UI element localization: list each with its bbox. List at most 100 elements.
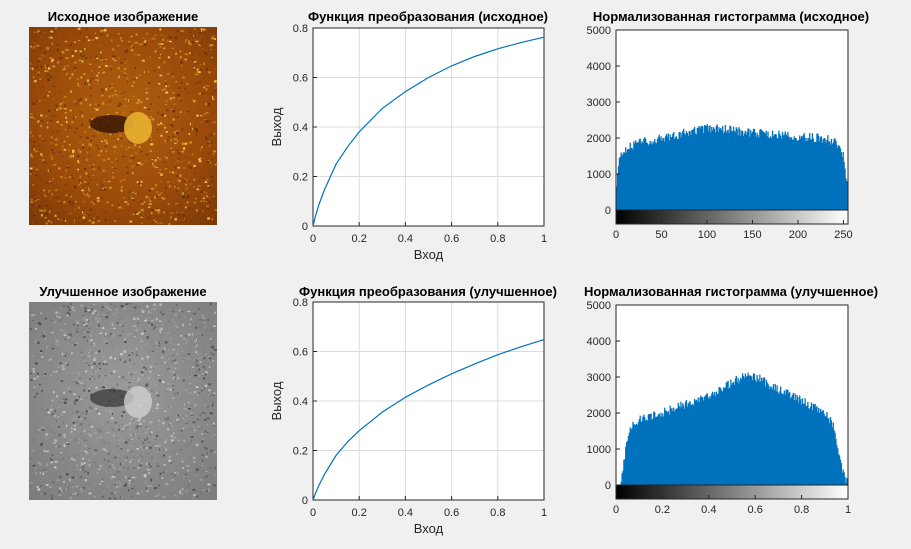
histogram-bar [738,383,740,485]
histogram-bar [790,137,793,210]
histogram-bar [691,129,693,210]
histogram-bar [794,393,796,485]
histogram-bar [740,377,742,485]
histogram-bar [631,428,633,485]
y-tick-label: 0.6 [293,347,308,359]
histogram-bar [664,141,666,210]
histogram-bar [706,124,708,210]
x-tick-label: 0 [613,504,619,516]
histogram-bar [677,402,679,485]
histogram-bar [799,135,801,210]
x-tick-label: 0.4 [701,504,716,516]
histogram-bar [844,168,846,210]
histogram-bar [804,398,806,485]
histogram-bar [819,408,822,485]
histogram-bar [835,438,837,485]
histogram-bar [664,410,667,485]
y-axis-label: Выход [269,107,284,146]
histogram-bar [826,411,828,485]
y-tick-label: 0.4 [293,396,308,408]
histogram-bar [733,385,736,485]
histogram-bar [795,400,797,485]
histogram-bar [650,413,652,485]
histogram-bar [655,143,658,210]
histogram-bar [775,134,777,210]
histogram-bar [698,402,700,485]
histogram-bar [757,135,759,210]
histogram-bar [815,407,817,485]
histogram-bar [741,130,743,210]
histogram-bar [797,140,799,210]
x-axis-label: Вход [414,521,444,536]
histogram-bar [713,392,716,485]
histogram-bar [723,131,726,210]
histogram-bar [703,400,705,485]
histogram-bar [726,381,728,485]
histogram-bar [752,373,755,485]
histogram-bar [829,144,832,210]
histogram-bar [784,131,786,210]
histogram-bar [644,137,646,210]
histogram-bar [641,141,643,210]
histogram-bar [783,390,785,485]
histogram-bar [701,397,703,485]
histogram-bar [822,139,824,210]
histogram-bar [846,478,848,485]
histogram-bar [634,143,636,210]
histogram-bar [838,454,840,485]
histogram-bar [671,136,673,210]
histogram-bar [667,133,669,210]
histogram-bar [686,133,688,210]
histogram-bar [670,409,672,485]
histogram-bar [820,411,823,485]
histogram-bar [813,142,815,210]
histogram-bar [625,152,628,210]
histogram-bar [720,388,722,485]
histogram-bar [675,136,678,210]
histogram-bar [673,132,675,210]
histogram-bar [804,137,806,210]
histogram-bar [629,142,631,210]
histogram-bar [724,387,727,485]
histogram-bar [710,132,712,210]
histogram-bar [641,420,643,485]
histogram-bar [701,125,703,210]
histogram-bar [625,446,627,485]
histogram-bar [675,408,678,485]
histogram-bar [676,138,679,210]
histogram-bar [806,137,808,210]
histogram-bar [828,141,830,210]
histogram-bar [638,139,640,210]
histogram-bar [800,404,803,485]
histogram-bar [721,390,723,485]
histogram-bar [632,149,634,210]
y-tick-label: 0.2 [293,172,308,184]
histogram-bar [749,136,751,210]
histogram-bar [739,380,741,485]
histogram-bar [679,407,681,485]
histogram-bar [694,400,697,485]
histogram-bar [828,423,831,485]
histogram-bar [712,127,715,210]
histogram-bar [663,137,665,210]
histogram-bar [778,394,780,485]
histogram-bar [830,420,833,485]
histogram-bar [681,406,683,485]
histogram-bar [633,424,635,485]
histogram-bar [732,381,735,485]
histogram-bar [770,387,773,485]
histogram-bar [798,402,800,485]
histogram-bar [722,133,725,210]
histogram-bar [649,413,651,485]
histogram-bar [749,375,751,485]
histogram-bar [758,137,760,210]
histogram-bar [743,133,746,210]
histogram-bar [750,375,752,485]
histogram-bar [696,401,698,485]
histogram-bar [686,406,688,485]
histogram-bar [802,134,804,210]
histogram-bar [685,399,688,485]
y-tick-label: 0 [605,480,611,492]
histogram-bar [771,389,774,485]
histogram-bar [742,376,745,485]
